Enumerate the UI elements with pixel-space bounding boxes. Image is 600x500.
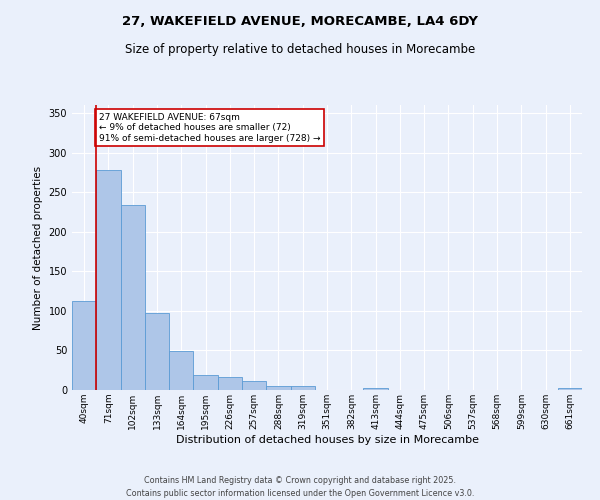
Bar [72,300,96,390]
Bar [242,380,266,390]
X-axis label: Distribution of detached houses by size in Morecambe: Distribution of detached houses by size … [176,434,479,444]
Bar [364,388,388,390]
Bar [218,376,242,390]
Bar [193,375,218,390]
Bar [96,170,121,390]
Text: Size of property relative to detached houses in Morecambe: Size of property relative to detached ho… [125,42,475,56]
Bar [121,205,145,390]
Bar [558,388,582,390]
Text: 27 WAKEFIELD AVENUE: 67sqm
← 9% of detached houses are smaller (72)
91% of semi-: 27 WAKEFIELD AVENUE: 67sqm ← 9% of detac… [99,113,320,142]
Bar [266,386,290,390]
Bar [169,351,193,390]
Y-axis label: Number of detached properties: Number of detached properties [33,166,43,330]
Text: 27, WAKEFIELD AVENUE, MORECAMBE, LA4 6DY: 27, WAKEFIELD AVENUE, MORECAMBE, LA4 6DY [122,15,478,28]
Bar [145,313,169,390]
Bar [290,386,315,390]
Text: Contains HM Land Registry data © Crown copyright and database right 2025.
Contai: Contains HM Land Registry data © Crown c… [126,476,474,498]
